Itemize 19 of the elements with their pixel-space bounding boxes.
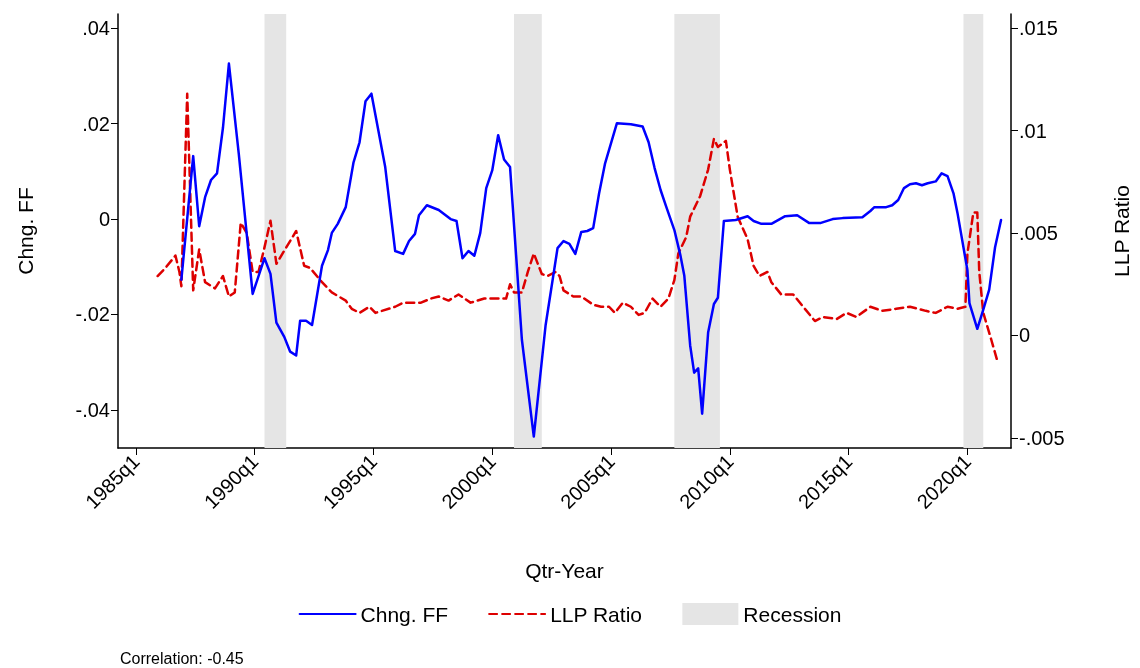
line-series	[180, 62, 1003, 438]
y-tick-label: -.04	[75, 398, 110, 421]
y-axis-title: Chng. FF	[14, 187, 37, 275]
y2-tick-label: .015	[1019, 17, 1058, 40]
y-tick-label: -.02	[75, 303, 110, 326]
legend-label: Chng. FF	[360, 602, 449, 626]
x-axis-title: Qtr-Year	[525, 559, 604, 582]
legend-label: Recession	[743, 602, 842, 626]
legend-label: LLP Ratio	[550, 602, 642, 626]
text: Correlation: -0.45	[120, 649, 244, 667]
y2-tick-label: -.005	[1019, 426, 1065, 449]
y-tick-label: .02	[82, 112, 110, 135]
y2-tick-label: 0	[1019, 324, 1031, 347]
y2-tick-label: .005	[1019, 222, 1058, 245]
y-tick-label: 0	[98, 208, 110, 231]
y2-axis-title: LLP Ratio	[1110, 185, 1133, 277]
line-series	[156, 92, 1001, 362]
y-tick-label: .04	[82, 17, 110, 40]
y2-tick-label: .01	[1019, 119, 1047, 142]
